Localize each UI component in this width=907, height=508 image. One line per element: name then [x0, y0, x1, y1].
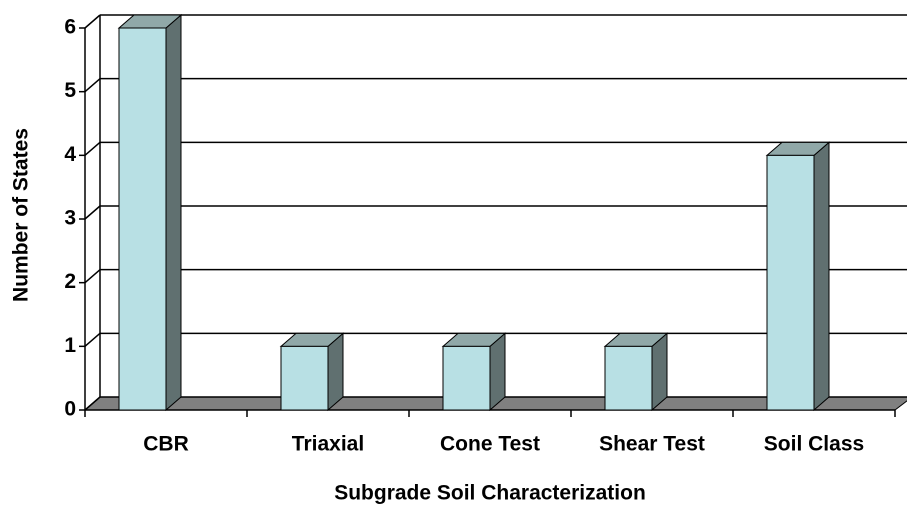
bar	[441, 332, 507, 412]
y-axis-label: Number of States	[10, 128, 33, 302]
bar-front	[280, 345, 329, 411]
bar-side	[813, 141, 830, 412]
x-axis-label: Subgrade Soil Characterization	[334, 482, 646, 505]
y-tick-label: 4	[64, 143, 76, 166]
grid-line-side	[84, 141, 101, 156]
x-tick-label: Shear Test	[599, 433, 705, 456]
bar	[603, 332, 669, 412]
x-tick-label: Cone Test	[440, 433, 540, 456]
bar-front	[118, 27, 167, 411]
y-tick-label: 6	[64, 16, 76, 39]
grid-line-side	[84, 205, 101, 220]
y-tick-label: 3	[64, 207, 76, 230]
bar	[117, 13, 183, 412]
grid-line-side	[84, 14, 101, 29]
y-tick-label: 5	[64, 79, 76, 102]
bar-front	[604, 345, 653, 411]
bar-front	[766, 154, 815, 411]
y-tick-label: 1	[64, 334, 76, 357]
grid-line-side	[84, 396, 101, 411]
x-tick-label: Soil Class	[764, 433, 864, 456]
bar	[279, 332, 345, 412]
bar	[765, 141, 831, 412]
y-tick-label: 2	[64, 270, 76, 293]
grid-line-side	[84, 269, 101, 284]
bar-front	[442, 345, 491, 411]
grid-line-side	[84, 332, 101, 347]
x-tick-label: CBR	[143, 433, 189, 456]
bar-side	[165, 13, 182, 412]
y-tick-label: 0	[64, 398, 76, 421]
x-tick-label: Triaxial	[292, 433, 364, 456]
grid-line-side	[84, 78, 101, 93]
